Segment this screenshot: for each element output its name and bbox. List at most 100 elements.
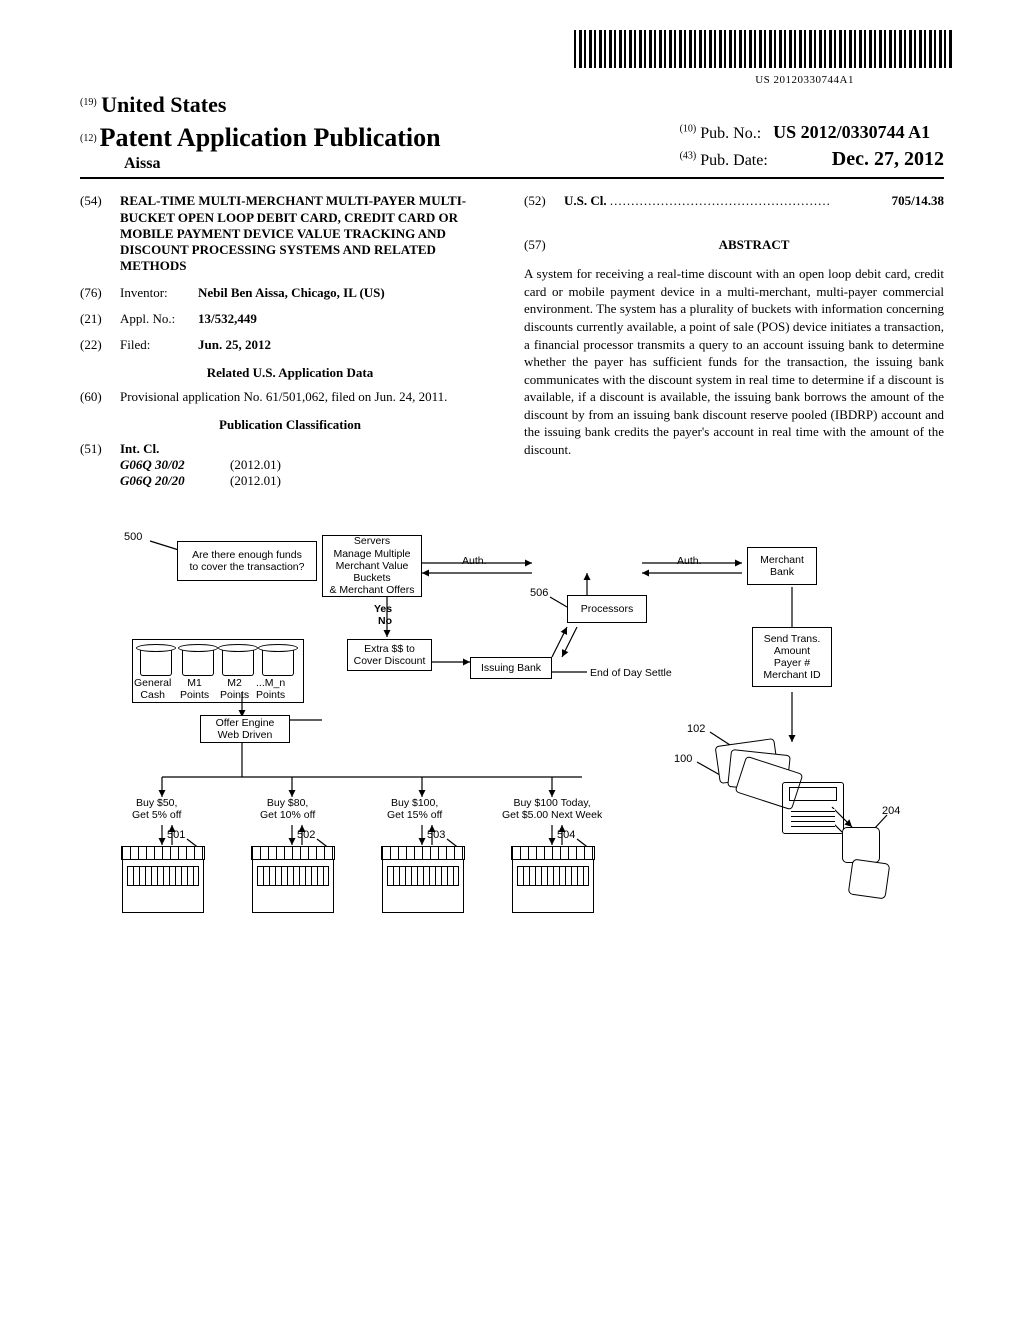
ref-503: 503 [427,829,445,841]
intcl-2-ver: (2012.01) [230,473,320,489]
header-right: (10) Pub. No.: US 2012/0330744 A1 (43) P… [680,120,944,173]
doc-type-line: (12) Patent Application Publication [80,123,441,153]
code-54: (54) [80,193,120,274]
box-offer-engine: Offer Engine Web Driven [200,715,290,743]
box-merchant-bank: Merchant Bank [747,547,817,585]
pubdate-label: Pub. Date: [700,152,768,169]
send-trans-text: Send Trans. Amount Payer # Merchant ID [763,633,820,681]
code-51: (51) [80,441,120,489]
code-57: (57) [524,237,564,253]
box-send-trans: Send Trans. Amount Payer # Merchant ID [752,627,832,687]
barcode-graphic [574,30,954,68]
servers-text: Servers Manage Multiple Merchant Value B… [329,535,414,595]
code-52: (52) [524,193,564,209]
pubno-label: Pub. No.: [700,125,761,142]
code-60: (60) [80,389,120,405]
header-rule [80,177,944,179]
store-2-icon [252,855,334,913]
code-22: (22) [80,337,120,353]
bib-right-column: (52) U.S. Cl. 705/14.38 (57) ABSTRACT A … [524,193,944,490]
uscl-dots [610,193,831,208]
bucket-group-border [132,639,304,703]
patent-page: US 20120330744A1 (19) United States (12)… [0,0,1024,1320]
code-12: (12) [80,133,97,144]
ref-500: 500 [124,531,142,543]
ref-102: 102 [687,723,705,735]
store-3-icon [382,855,464,913]
offer-2: Buy $80, Get 10% off [260,797,315,821]
figure-500: 500 Are there enough funds to cover the … [122,527,902,917]
offer-3: Buy $100, Get 15% off [387,797,442,821]
store-4-icon [512,855,594,913]
intcl-label-text: Int. Cl. [120,441,159,456]
offer-1: Buy $50, Get 5% off [132,797,181,821]
applno-value: 13/532,449 [198,311,500,327]
ref-506: 506 [530,587,548,599]
intcl-label: Int. Cl. [120,441,500,457]
ref-502: 502 [297,829,315,841]
intcl-2-class: G06Q 20/20 [120,473,230,489]
inventor-value: Nebil Ben Aissa, Chicago, IL (US) [198,285,500,301]
code-76: (76) [80,285,120,301]
extra-cover-text: Extra $$ to Cover Discount [354,643,426,667]
filed-value: Jun. 25, 2012 [198,337,500,353]
field-60-provisional: (60) Provisional application No. 61/501,… [80,389,500,405]
field-54-title: (54) REAL-TIME MULTI-MERCHANT MULTI-PAYE… [80,193,500,274]
pubno-line: (10) Pub. No.: US 2012/0330744 A1 [680,120,944,145]
abstract-heading: ABSTRACT [564,237,944,253]
intcl-block: Int. Cl. G06Q 30/02 (2012.01) G06Q 20/20… [120,441,500,489]
store-1-icon [122,855,204,913]
field-52-uscl: (52) U.S. Cl. 705/14.38 [524,193,944,209]
field-21-applno: (21) Appl. No.: 13/532,449 [80,311,500,327]
field-76-inventor: (76) Inventor: Nebil Ben Aissa, Chicago,… [80,285,500,301]
pubclass-head: Publication Classification [80,417,500,433]
provisional-value: Provisional application No. 61/501,062, … [120,389,500,405]
ref-501: 501 [167,829,185,841]
applno: 13/532,449 [198,311,257,326]
uscl-line: U.S. Cl. 705/14.38 [564,193,944,209]
mobile-phone-icon [842,827,884,897]
barcode-area: US 20120330744A1 [80,30,954,86]
label-auth-1: Auth. [462,555,487,567]
code-21: (21) [80,311,120,327]
barcode-id: US 20120330744A1 [80,74,854,86]
box-issuing-bank: Issuing Bank [470,657,552,679]
related-head: Related U.S. Application Data [80,365,500,381]
field-22-filed: (22) Filed: Jun. 25, 2012 [80,337,500,353]
bib-left-column: (54) REAL-TIME MULTI-MERCHANT MULTI-PAYE… [80,193,500,490]
label-inventor: Inventor: [120,285,198,301]
pubdate-line: (43) Pub. Date: Dec. 27, 2012 [680,145,944,173]
uscl-value: 705/14.38 [892,193,944,209]
bibliographic-section: (54) REAL-TIME MULTI-MERCHANT MULTI-PAYE… [80,193,944,490]
abstract-body: A system for receiving a real-time disco… [524,265,944,458]
pubno: US 2012/0330744 A1 [773,122,930,142]
box-extra-cover: Extra $$ to Cover Discount [347,639,432,671]
uscl-label: U.S. Cl. [564,193,607,208]
processors-text: Processors [581,603,634,615]
merchant-bank-text: Merchant Bank [760,554,804,578]
header-row-2: (12) Patent Application Publication Aiss… [80,120,944,173]
label-applno: Appl. No.: [120,311,198,327]
code-43: (43) [680,151,697,162]
authors: Aissa [124,155,441,173]
pubdate: Dec. 27, 2012 [832,148,944,170]
country-name: United States [101,92,226,117]
intcl-row-2: G06Q 20/20 (2012.01) [120,473,500,489]
label-yes: Yes [374,603,392,615]
inventor-name: Nebil Ben Aissa, Chicago, IL (US) [198,285,385,300]
doc-type: Patent Application Publication [100,123,441,152]
offer-4: Buy $100 Today, Get $5.00 Next Week [502,797,602,821]
offer-engine-text: Offer Engine Web Driven [216,717,275,741]
abstract-header-row: (57) ABSTRACT [524,219,944,265]
label-filed: Filed: [120,337,198,353]
code-19: (19) [80,97,97,108]
funds-question-text: Are there enough funds to cover the tran… [190,549,305,573]
intcl-1-class: G06Q 30/02 [120,457,230,473]
box-processors: Processors [567,595,647,623]
box-funds-question: Are there enough funds to cover the tran… [177,541,317,581]
issuing-bank-text: Issuing Bank [481,662,541,674]
header-line-country: (19) United States [80,92,944,118]
label-no: No [378,615,392,627]
header-left: (12) Patent Application Publication Aiss… [80,123,441,173]
field-51-intcl: (51) Int. Cl. G06Q 30/02 (2012.01) G06Q … [80,441,500,489]
